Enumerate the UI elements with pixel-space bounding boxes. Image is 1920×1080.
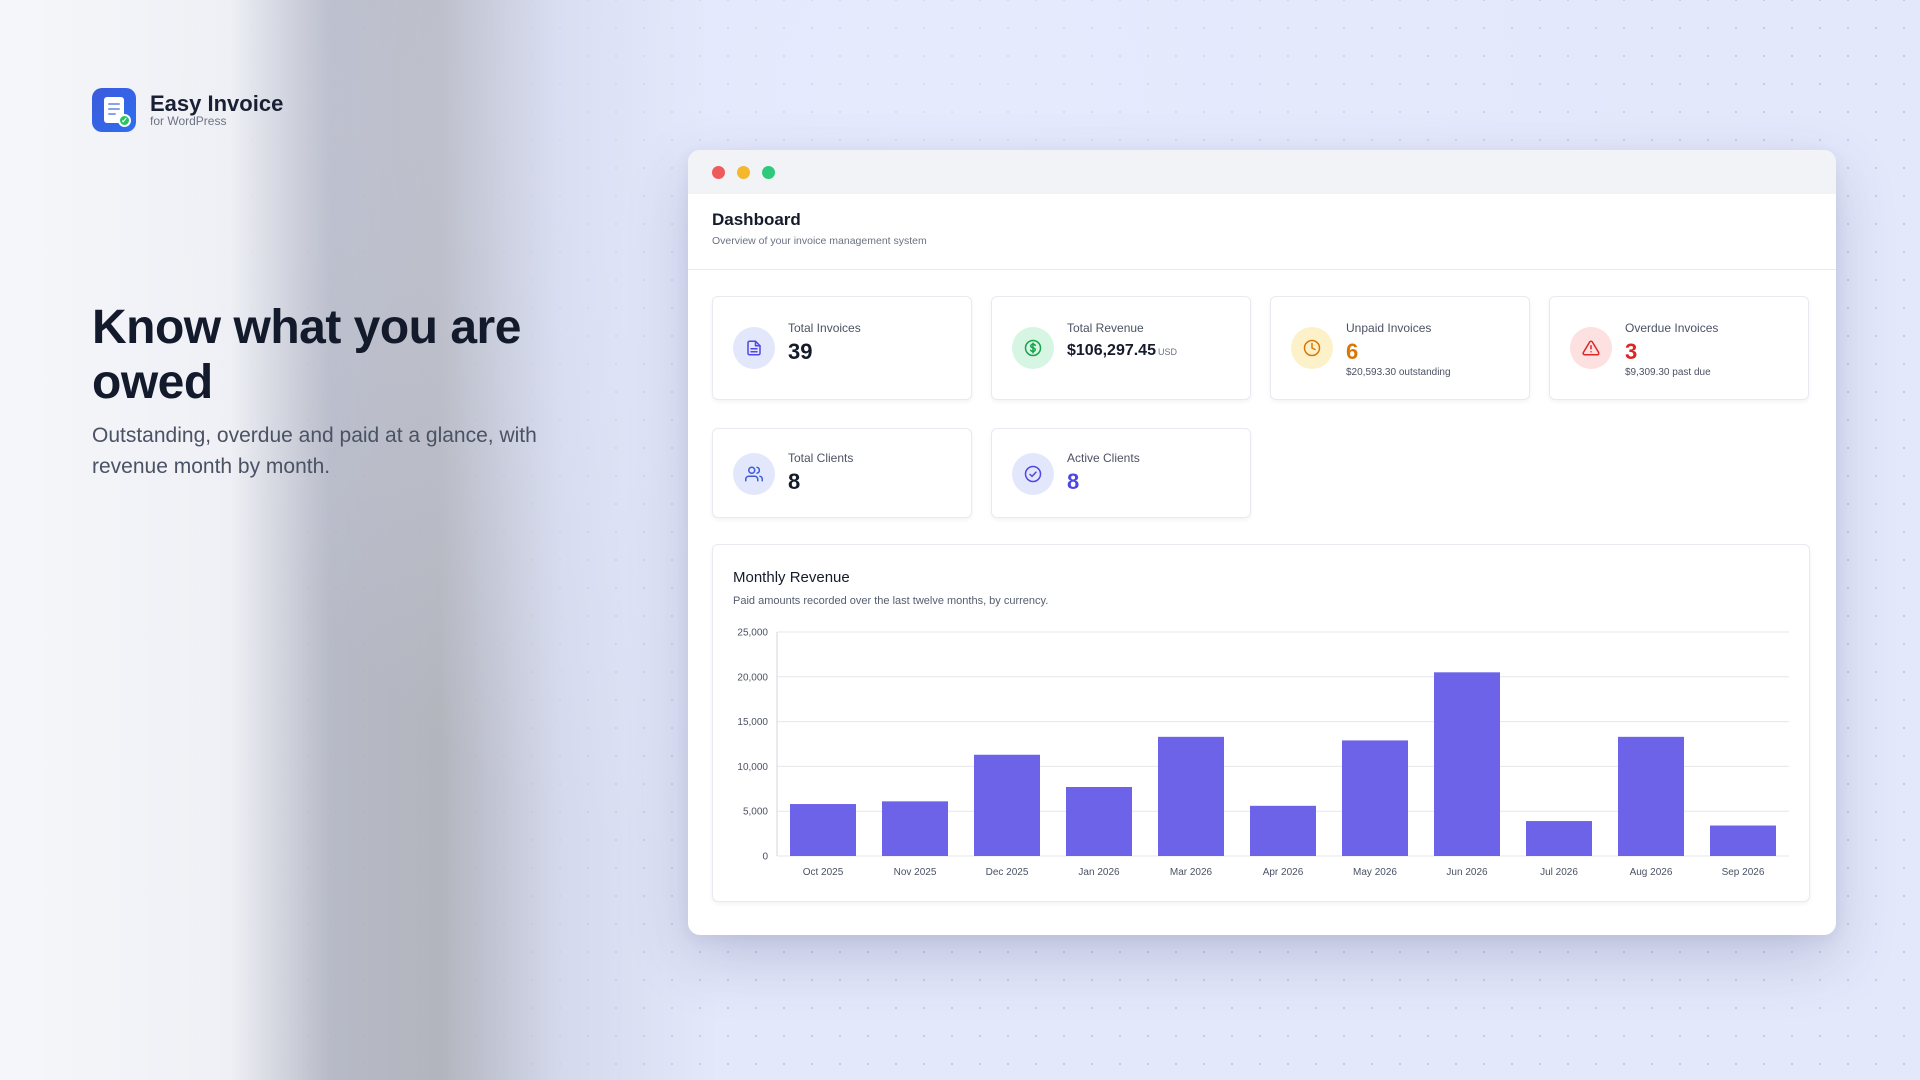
stat-label: Active Clients [1067,451,1140,465]
y-tick-label: 10,000 [737,762,768,773]
x-tick-label: Jan 2026 [1078,867,1120,878]
stat-card-total-invoices[interactable]: Total Invoices 39 [712,296,972,400]
stat-value: $106,297.45 USD [1067,342,1177,360]
stat-value: 6 [1346,339,1359,364]
x-tick-label: Sep 2026 [1722,867,1765,878]
monthly-revenue-card: Monthly Revenue Paid amounts recorded ov… [712,544,1810,902]
x-tick-label: Aug 2026 [1630,867,1673,878]
stat-label: Overdue Invoices [1625,321,1719,335]
x-tick-label: Dec 2025 [986,867,1029,878]
bar [1066,787,1132,856]
bar [1250,805,1316,856]
bar [882,801,948,856]
stat-label: Unpaid Invoices [1346,321,1432,335]
stat-label: Total Revenue [1067,321,1144,335]
x-tick-label: Apr 2026 [1263,867,1304,878]
stat-label: Total Invoices [788,321,861,335]
bar [1342,740,1408,856]
x-tick-label: Mar 2026 [1170,867,1213,878]
warning-icon [1570,327,1612,369]
chart-title: Monthly Revenue [733,569,850,586]
stat-note: $20,593.30 outstanding [1346,367,1451,378]
bar [974,754,1040,856]
chart-subtitle: Paid amounts recorded over the last twel… [733,595,1049,607]
monthly-revenue-chart: 0 5,000 10,000 15,000 20,000 25,000 Oct 2025 No… [737,628,1789,878]
stat-card-overdue-invoices[interactable]: Overdue Invoices 3 $9,309.30 past due [1549,296,1809,400]
stat-value: 3 [1625,339,1638,364]
dollar-icon [1012,327,1054,369]
y-tick-label: 20,000 [737,672,768,683]
y-tick-label: 5,000 [743,807,768,818]
stat-card-active-clients[interactable]: Active Clients 8 [991,428,1251,518]
hero-subline: Outstanding, overdue and paid at a glanc… [92,424,537,478]
stat-value: 8 [788,469,801,494]
app-window: Dashboard Overview of your invoice manag… [688,150,1836,935]
users-icon [733,453,775,495]
x-tick-label: Jun 2026 [1446,867,1488,878]
x-tick-label: Oct 2025 [803,867,844,878]
x-tick-label: Jul 2026 [1540,867,1578,878]
stat-value: 8 [1067,469,1080,494]
document-icon [733,327,775,369]
hero-headline: Know what you are owed [92,301,521,409]
page-title: Dashboard [712,210,801,229]
revenue-currency: USD [1157,347,1177,357]
y-tick-label: 25,000 [737,628,768,639]
brand: ✓ Easy Invoice for WordPress [92,88,283,132]
stat-value: 39 [788,339,813,364]
x-tick-label: May 2026 [1353,867,1397,878]
maximize-window-button[interactable] [762,165,775,179]
bar [790,804,856,856]
stat-label: Total Clients [788,451,854,465]
y-tick-label: 0 [762,852,768,863]
stat-card-total-revenue[interactable]: Total Revenue $106,297.45 USD [991,296,1251,400]
x-tick-label: Nov 2025 [894,867,937,878]
page-description: Overview of your invoice management syst… [712,235,927,247]
bar [1526,821,1592,856]
bar [1158,736,1224,856]
clock-icon [1291,327,1333,369]
stat-card-total-clients[interactable]: Total Clients 8 [712,428,972,518]
stat-card-unpaid-invoices[interactable]: Unpaid Invoices 6 $20,593.30 outstanding [1270,296,1530,400]
revenue-amount: $106,297.45 [1067,342,1156,359]
close-window-button[interactable] [712,165,725,179]
brand-subtitle: for WordPress [150,113,227,128]
window-titlebar [688,150,1836,194]
dashboard-header: Dashboard Overview of your invoice manag… [688,194,1836,270]
stat-note: $9,309.30 past due [1625,367,1711,378]
brand-name: Easy Invoice [150,90,284,116]
minimize-window-button[interactable] [737,165,750,179]
brand-logo-icon: ✓ [92,88,136,132]
check-circle-icon [1012,453,1054,495]
bar [1434,672,1500,856]
bar [1618,736,1684,856]
y-tick-label: 15,000 [737,717,768,728]
bar [1710,825,1776,856]
